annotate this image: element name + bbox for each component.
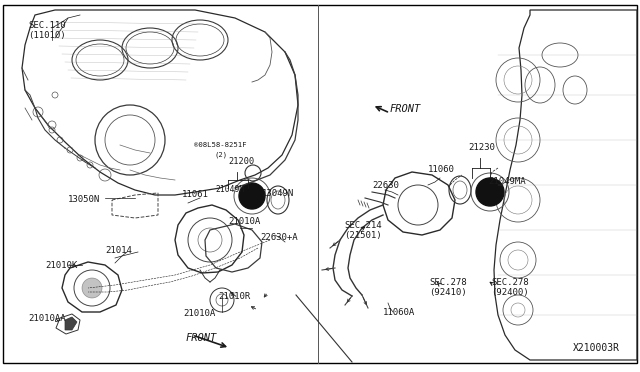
Text: FRONT: FRONT (390, 104, 421, 114)
Text: SEC.278: SEC.278 (491, 278, 529, 287)
Text: 22630+A: 22630+A (260, 233, 298, 242)
Text: SEC.278: SEC.278 (429, 278, 467, 287)
Text: 21014: 21014 (105, 246, 132, 255)
Text: 11060A: 11060A (383, 308, 415, 317)
Text: (11010): (11010) (28, 31, 66, 40)
Text: SEC.110: SEC.110 (28, 21, 66, 30)
Text: 13050N: 13050N (68, 195, 100, 204)
Text: 21010K: 21010K (45, 261, 77, 270)
Text: 21049M: 21049M (215, 185, 244, 194)
Text: 22630: 22630 (372, 181, 399, 190)
Text: 21010AA: 21010AA (28, 314, 66, 323)
Text: FRONT: FRONT (186, 333, 217, 343)
Text: 21010A: 21010A (183, 309, 215, 318)
Text: ®08L58-8251F: ®08L58-8251F (194, 142, 246, 148)
Text: 11060: 11060 (428, 165, 455, 174)
Text: 13049N: 13049N (262, 189, 294, 198)
Text: 21010R: 21010R (218, 292, 250, 301)
Text: 21230: 21230 (468, 143, 495, 152)
Text: 21049MA: 21049MA (488, 177, 525, 186)
Text: 21200: 21200 (228, 157, 254, 166)
Text: (92400): (92400) (491, 288, 529, 297)
Text: (92410): (92410) (429, 288, 467, 297)
Circle shape (476, 178, 504, 206)
Text: 21010A: 21010A (228, 217, 260, 226)
Text: SEC.214: SEC.214 (344, 221, 381, 230)
Text: 11061: 11061 (182, 190, 209, 199)
Circle shape (82, 278, 102, 298)
Circle shape (239, 183, 265, 209)
Polygon shape (65, 317, 77, 330)
Text: (2): (2) (214, 152, 227, 158)
Text: (21501): (21501) (344, 231, 381, 240)
Text: X210003R: X210003R (573, 343, 620, 353)
